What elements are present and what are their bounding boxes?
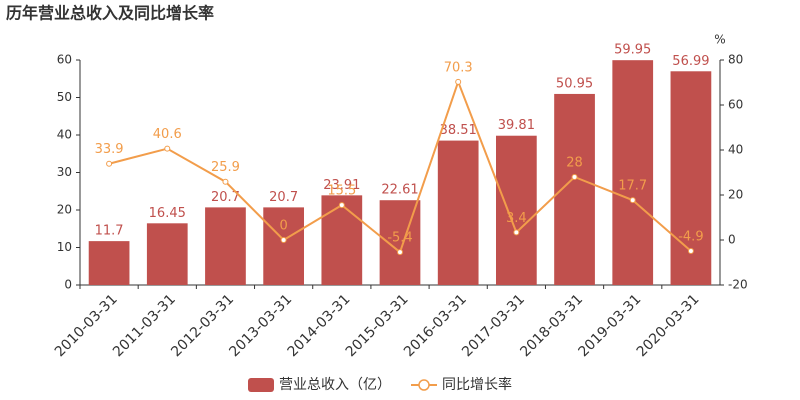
bar-value-label: 20.7 bbox=[269, 190, 298, 205]
bar-value-label: 59.95 bbox=[614, 43, 651, 58]
line-value-label: 17.7 bbox=[618, 179, 647, 194]
y2-tick-label: 20 bbox=[728, 188, 743, 202]
line-value-label: 70.3 bbox=[444, 60, 473, 75]
line-point bbox=[164, 145, 171, 152]
bar-value-label: 23.91 bbox=[323, 178, 360, 193]
bar bbox=[496, 135, 537, 285]
chart-title: 历年营业总收入及同比增长率 bbox=[6, 4, 214, 23]
line-value-label: 0 bbox=[279, 219, 287, 234]
y2-tick-label: 0 bbox=[728, 233, 736, 247]
line-value-label: 15.5 bbox=[327, 184, 356, 199]
y-tick-label: 60 bbox=[57, 53, 72, 67]
y-tick-label: 20 bbox=[57, 203, 72, 217]
line-value-label: 33.9 bbox=[95, 142, 124, 157]
bar-value-label: 16.45 bbox=[149, 206, 186, 221]
line-point bbox=[455, 78, 462, 85]
line-point bbox=[397, 249, 403, 256]
line-point bbox=[280, 237, 287, 243]
x-tick-label: 2020-03-31 bbox=[634, 291, 703, 360]
y-tick-label: 40 bbox=[57, 128, 72, 142]
line-point bbox=[513, 229, 520, 236]
legend-icon bbox=[418, 379, 430, 391]
bar bbox=[88, 241, 130, 285]
line-value-label: -4.9 bbox=[678, 230, 703, 245]
bar-value-label: 50.95 bbox=[556, 76, 593, 91]
line-point bbox=[629, 197, 636, 204]
y-tick-label: 50 bbox=[57, 90, 72, 104]
y2-axis-label: % bbox=[714, 33, 725, 47]
y2-tick-label: 80 bbox=[728, 53, 743, 67]
bar bbox=[263, 207, 304, 285]
bar bbox=[612, 60, 654, 285]
y-tick-label: 0 bbox=[64, 278, 72, 292]
legend-icon bbox=[248, 378, 274, 392]
bar-value-label: 38.51 bbox=[440, 123, 477, 138]
bar bbox=[146, 223, 188, 285]
line-point bbox=[687, 248, 694, 255]
line-value-label: -5.4 bbox=[387, 231, 412, 246]
line-point bbox=[222, 178, 229, 185]
line-value-label: 28 bbox=[566, 156, 583, 171]
bar-value-label: 11.7 bbox=[95, 224, 124, 239]
y2-tick-label: 40 bbox=[728, 143, 743, 157]
bar-value-label: 22.61 bbox=[381, 183, 418, 198]
bar bbox=[437, 140, 479, 285]
legend-label: 同比增长率 bbox=[442, 376, 512, 393]
bar-value-label: 39.81 bbox=[498, 118, 535, 133]
bar-value-label: 56.99 bbox=[672, 54, 709, 69]
y2-tick-label: -20 bbox=[728, 278, 748, 292]
y-tick-label: 30 bbox=[57, 165, 72, 179]
line-value-label: 40.6 bbox=[153, 127, 182, 142]
y-tick-label: 10 bbox=[57, 240, 72, 254]
line-value-label: 3.4 bbox=[506, 211, 527, 226]
bar bbox=[321, 195, 363, 285]
line-point bbox=[338, 202, 345, 209]
line-point bbox=[106, 160, 113, 167]
line-value-label: 25.9 bbox=[211, 160, 240, 175]
line-point bbox=[571, 174, 578, 180]
y2-tick-label: 60 bbox=[728, 98, 743, 112]
bar-value-label: 20.7 bbox=[211, 190, 240, 205]
legend-label: 营业总收入（亿） bbox=[279, 377, 391, 393]
bar bbox=[205, 207, 246, 285]
